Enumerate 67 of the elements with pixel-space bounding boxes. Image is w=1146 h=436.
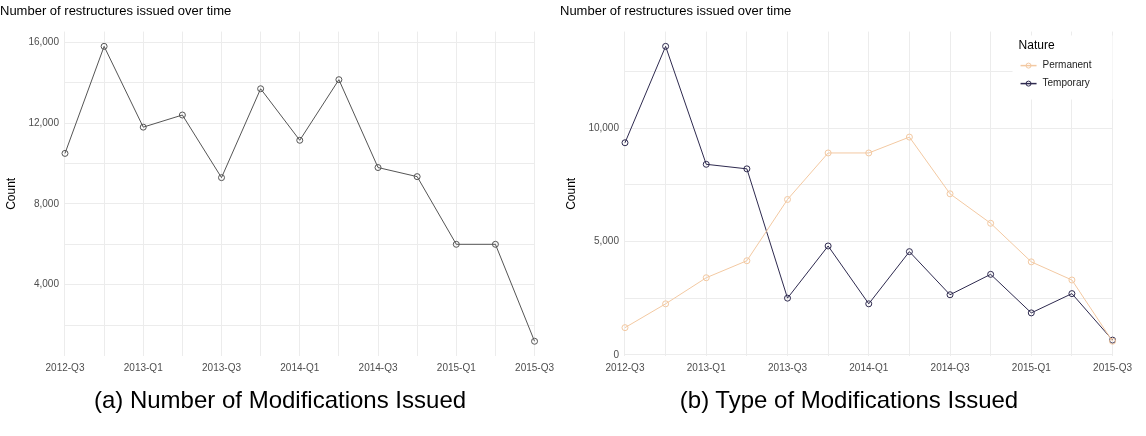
point (1027, 258, 1035, 266)
point (1068, 290, 1076, 298)
y-tick-label: 5,000 (593, 235, 620, 247)
x-tick-label: 2015-Q1 (436, 361, 477, 373)
x-tick-label: 2013-Q3 (202, 361, 242, 373)
y-axis-title: Count (3, 177, 18, 210)
point (531, 337, 539, 345)
point (100, 42, 108, 50)
point (905, 248, 913, 256)
point (784, 294, 792, 302)
y-tick-label: 12,000 (28, 116, 60, 128)
point (743, 165, 751, 173)
point (296, 136, 304, 144)
point (987, 270, 995, 278)
text: (b) Type of Modifications Issued (679, 386, 1019, 414)
point (743, 257, 751, 265)
point (905, 133, 913, 141)
point (218, 174, 226, 182)
point (946, 190, 954, 198)
point (257, 85, 265, 93)
y-tick-label: 10,000 (588, 121, 620, 133)
point (865, 149, 873, 157)
point (374, 164, 382, 172)
x-tick-label: 2014-Q1 (280, 361, 320, 373)
point (702, 160, 710, 168)
y-axis-title: Count (563, 177, 578, 210)
chart-title: Number of restructures issued over time (560, 3, 792, 19)
point (621, 324, 629, 332)
point (987, 219, 995, 227)
point (946, 291, 954, 299)
x-tick-label: 2013-Q1 (686, 361, 727, 373)
x-tick-label: 2012-Q3 (605, 361, 645, 373)
x-tick-label: 2015-Q3 (515, 361, 555, 373)
point (784, 195, 792, 203)
y-tick-label: 0 (613, 348, 620, 360)
point (61, 149, 69, 157)
point (1027, 309, 1035, 317)
x-tick-label: 2015-Q3 (1093, 361, 1133, 373)
point (662, 42, 670, 50)
point (1068, 276, 1076, 284)
point (491, 240, 499, 248)
legend-title: Nature (1018, 37, 1055, 52)
point (662, 300, 670, 308)
point (824, 242, 832, 250)
point (824, 149, 832, 157)
point (702, 274, 710, 282)
x-tick-label: 2012-Q3 (45, 361, 85, 373)
x-tick-label: 2014-Q3 (930, 361, 970, 373)
x-tick-label: 2014-Q1 (849, 361, 889, 373)
legend-label: Temporary (1042, 77, 1090, 89)
point (335, 76, 343, 84)
x-tick-label: 2015-Q1 (1011, 361, 1052, 373)
y-tick-label: 16,000 (28, 36, 60, 48)
y-tick-label: 4,000 (33, 278, 60, 290)
text: (a) Number of Modifications Issued (93, 386, 467, 414)
point (139, 123, 147, 131)
chart-title: Number of restructures issued over time (0, 3, 232, 19)
point (621, 139, 629, 147)
legend-label: Permanent (1042, 59, 1092, 71)
point (178, 111, 186, 119)
point (413, 173, 421, 181)
point (452, 240, 460, 248)
point (865, 300, 873, 308)
x-tick-label: 2013-Q1 (123, 361, 164, 373)
x-tick-label: 2014-Q3 (358, 361, 398, 373)
x-tick-label: 2013-Q3 (768, 361, 808, 373)
y-tick-label: 8,000 (33, 197, 60, 209)
